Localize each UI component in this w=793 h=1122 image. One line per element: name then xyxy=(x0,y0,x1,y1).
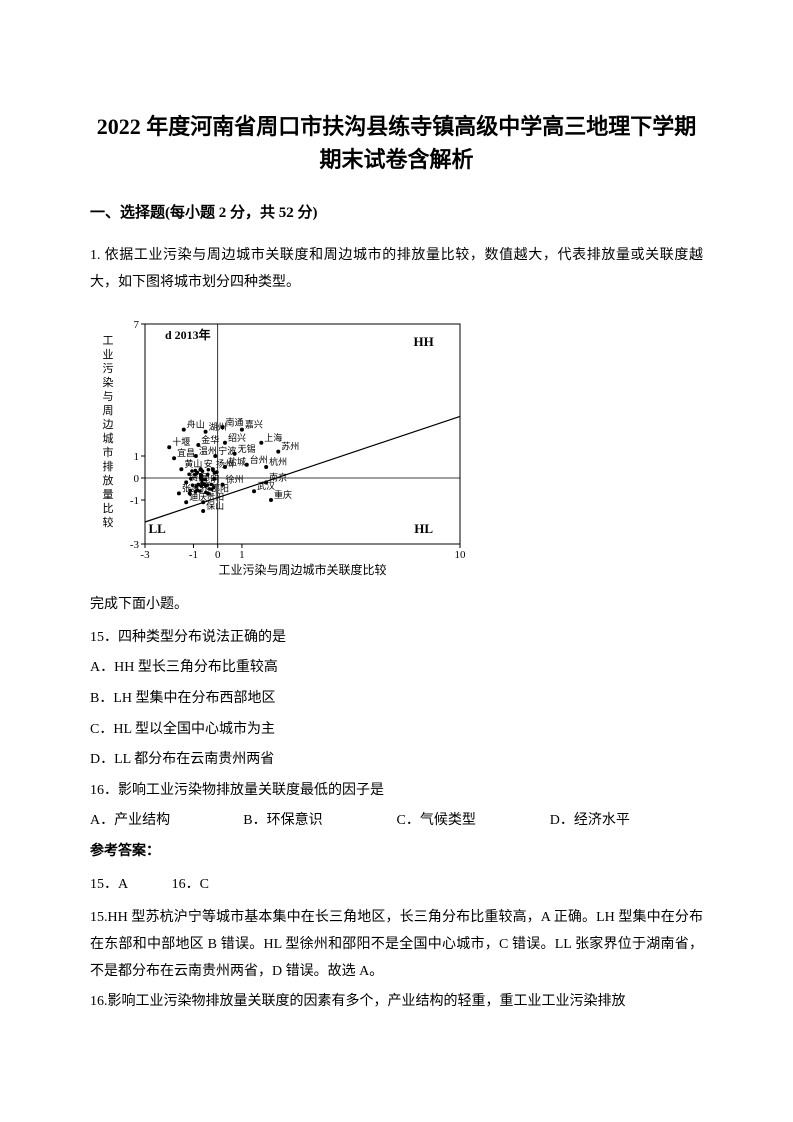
svg-text:量: 量 xyxy=(103,488,114,501)
svg-text:-1: -1 xyxy=(189,549,198,561)
svg-text:市: 市 xyxy=(103,445,114,459)
q16-options-row: A．产业结构 B．环保意识 C．气候类型 D．经济水平 xyxy=(90,808,703,835)
svg-text:金华: 金华 xyxy=(201,434,219,445)
section-header: 一、选择题(每小题 2 分，共 52 分) xyxy=(90,200,703,227)
svg-text:1: 1 xyxy=(134,451,140,463)
q15-option-c: C．HL 型以全国中心城市为主 xyxy=(90,717,703,744)
svg-text:宜昌: 宜昌 xyxy=(177,447,195,458)
answer-line: 15．A 16．C xyxy=(90,872,703,897)
svg-text:比: 比 xyxy=(103,502,114,515)
answer-16: 16．C xyxy=(172,877,209,892)
svg-text:重庆: 重庆 xyxy=(274,489,292,500)
q15-option-d: D．LL 都分布在云南贵州两省 xyxy=(90,747,703,774)
svg-text:十堰: 十堰 xyxy=(172,436,190,447)
question-16: 16．影响工业污染物排放量关联度最低的因子是 xyxy=(90,778,703,805)
svg-text:HL: HL xyxy=(414,521,433,536)
svg-text:工业污染与周边城市关联度比较: 工业污染与周边城市关联度比较 xyxy=(218,562,386,577)
svg-text:武汉: 武汉 xyxy=(257,480,275,491)
explanation-15: 15.HH 型苏杭沪宁等城市基本集中在长三角地区，长三角分布比重较高，A 正确。… xyxy=(90,905,703,985)
question-1-intro: 1. 依据工业污染与周边城市关联度和周边城市的排放量比较，数值越大，代表排放量或… xyxy=(90,243,703,296)
document-title: 2022 年度河南省周口市扶沟县练寺镇高级中学高三地理下学期期末试卷含解析 xyxy=(90,110,703,176)
svg-text:污: 污 xyxy=(103,362,114,375)
svg-text:台州: 台州 xyxy=(250,454,268,465)
q15-option-a: A．HH 型长三角分布比重较高 xyxy=(90,655,703,682)
svg-text:业: 业 xyxy=(103,348,114,361)
after-chart-text: 完成下面小题。 xyxy=(90,592,703,619)
svg-text:10: 10 xyxy=(455,549,467,561)
answer-label: 参考答案： xyxy=(90,839,703,864)
q16-option-c: C．气候类型 xyxy=(397,808,550,835)
svg-text:7: 7 xyxy=(134,319,140,331)
svg-text:排: 排 xyxy=(103,459,114,473)
svg-text:较: 较 xyxy=(103,515,114,529)
svg-text:上海: 上海 xyxy=(264,432,282,443)
svg-text:1: 1 xyxy=(239,549,245,561)
chart-svg: -3-10110-3-1017d 2013年HHHLLL舟山湖州南通嘉兴十堰金华… xyxy=(90,304,480,584)
svg-text:保山: 保山 xyxy=(206,500,224,511)
svg-text:LL: LL xyxy=(148,521,166,536)
svg-text:绍兴: 绍兴 xyxy=(228,432,246,443)
svg-text:HH: HH xyxy=(414,334,434,349)
svg-text:城: 城 xyxy=(103,432,114,445)
svg-text:安: 安 xyxy=(204,458,213,469)
svg-text:-3: -3 xyxy=(130,539,140,551)
svg-text:南通: 南通 xyxy=(226,417,244,428)
svg-text:-3: -3 xyxy=(140,549,150,561)
answer-15: 15．A xyxy=(90,877,128,892)
svg-text:迪庆: 迪庆 xyxy=(189,491,207,502)
svg-text:无锡: 无锡 xyxy=(238,444,256,454)
svg-text:工: 工 xyxy=(103,335,114,347)
svg-text:与: 与 xyxy=(103,390,114,403)
scatter-chart: -3-10110-3-1017d 2013年HHHLLL舟山湖州南通嘉兴十堰金华… xyxy=(90,304,480,584)
svg-text:周: 周 xyxy=(103,404,114,417)
svg-text:舟山: 舟山 xyxy=(187,419,205,430)
q16-option-b: B．环保意识 xyxy=(243,808,396,835)
q15-option-b: B．LH 型集中在分布西部地区 xyxy=(90,686,703,713)
q16-option-d: D．经济水平 xyxy=(550,808,703,835)
svg-text:0: 0 xyxy=(215,549,221,561)
svg-text:0: 0 xyxy=(134,473,140,485)
svg-text:杭州: 杭州 xyxy=(269,456,287,467)
svg-text:边: 边 xyxy=(103,418,114,431)
svg-text:d 2013年: d 2013年 xyxy=(165,327,211,342)
svg-text:染: 染 xyxy=(103,375,114,389)
svg-text:嘉兴: 嘉兴 xyxy=(245,419,263,430)
svg-text:放: 放 xyxy=(103,473,114,487)
svg-text:-1: -1 xyxy=(130,495,139,507)
question-15: 15．四种类型分布说法正确的是 xyxy=(90,625,703,652)
svg-text:苏州: 苏州 xyxy=(281,441,299,452)
q16-option-a: A．产业结构 xyxy=(90,808,243,835)
explanation-16: 16.影响工业污染物排放量关联度的因素有多个，产业结构的轻重，重工业工业污染排放 xyxy=(90,989,703,1016)
svg-text:盐城: 盐城 xyxy=(228,456,246,467)
